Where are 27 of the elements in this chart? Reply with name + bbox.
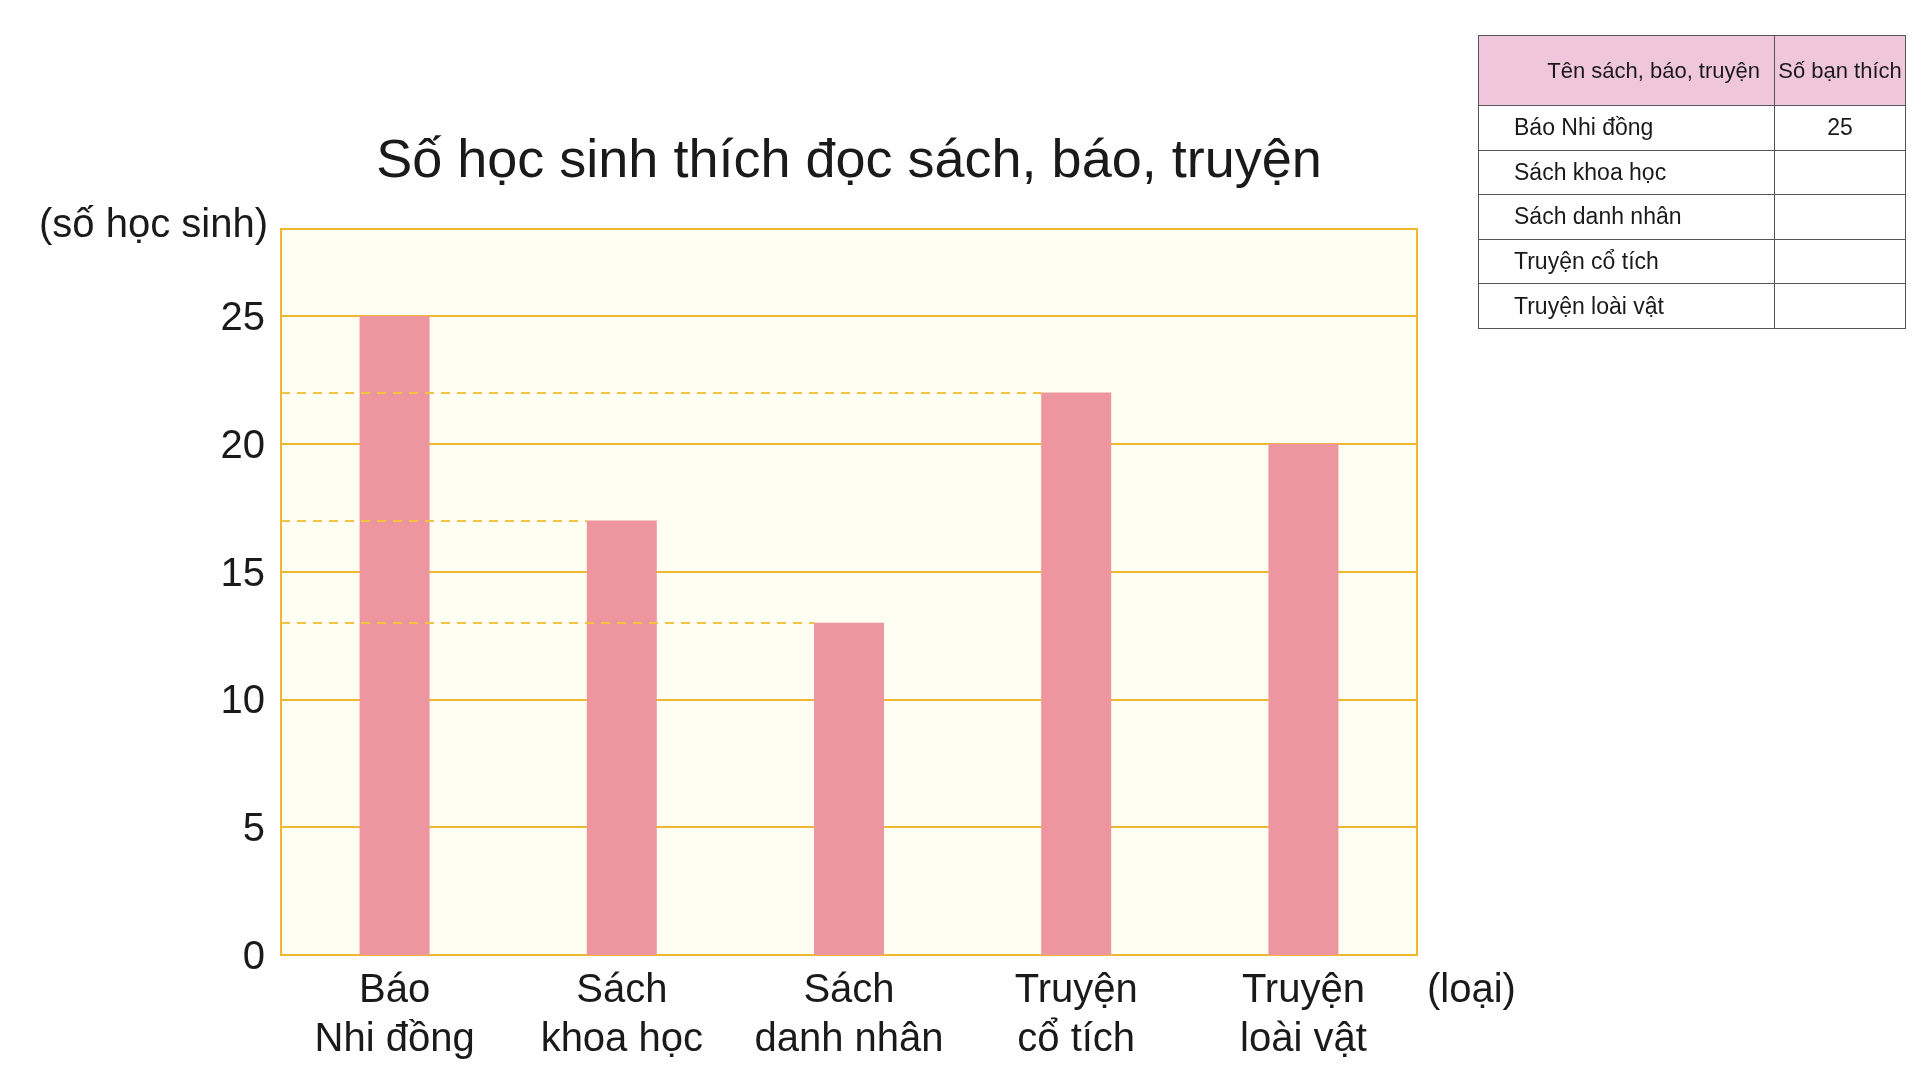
x-tick-label: Sách khoa học	[540, 965, 703, 1059]
bar	[1268, 443, 1339, 955]
x-tick-label: Sách danh nhân	[754, 965, 944, 1059]
text: Tên sách, báo, truyện	[1478, 35, 1775, 106]
bar	[359, 315, 430, 955]
x-tick-label: Truyện cổ tích	[1014, 965, 1138, 1059]
category-label: Sách danh nhân	[1478, 194, 1775, 240]
x-axis-title: (loại)	[1427, 965, 1516, 1010]
y-tick-label: 25	[220, 293, 265, 338]
text: Số bạn thích	[1774, 35, 1906, 106]
bar	[1041, 392, 1112, 955]
category-label: Báo Nhi đồng	[1478, 105, 1775, 151]
y-tick-label: 15	[220, 549, 265, 594]
bar	[586, 520, 657, 955]
y-tick-label: 5	[242, 805, 265, 850]
x-tick-label: Báo Nhi đồng	[314, 965, 475, 1059]
y-axis-title: (số học sinh)	[39, 201, 268, 245]
category-label: Truyện loài vật	[1478, 283, 1775, 329]
y-tick-label: 0	[242, 933, 265, 977]
y-tick-label: 20	[220, 421, 265, 466]
category-label: Sách khoa học	[1478, 150, 1775, 195]
category-label: Truyện cổ tích	[1478, 239, 1775, 284]
y-tick-label: 10	[220, 677, 265, 722]
chart-title: Số học sinh thích đọc sách, báo, truyện	[376, 128, 1322, 188]
bar	[814, 622, 884, 955]
x-tick-label: Truyện loài vật	[1240, 965, 1367, 1059]
data-label: 25	[1774, 105, 1906, 151]
